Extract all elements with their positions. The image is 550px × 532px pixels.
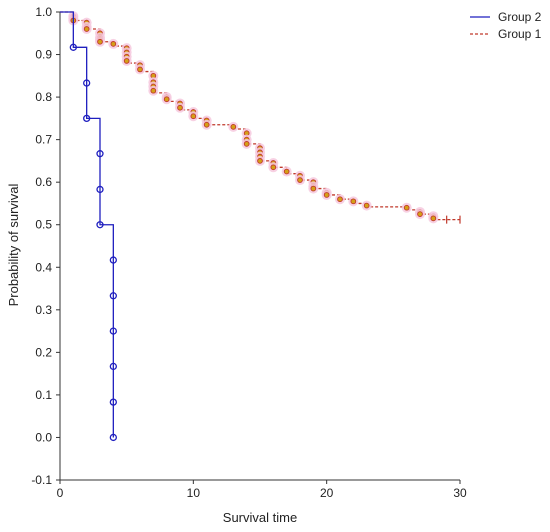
data-point xyxy=(283,168,290,175)
data-point xyxy=(109,362,117,371)
data-point xyxy=(350,198,357,205)
y-tick-label: 1.0 xyxy=(35,5,52,19)
data-point xyxy=(110,41,117,47)
y-tick-label: 0.9 xyxy=(35,48,52,62)
data-point xyxy=(363,202,370,209)
data-point xyxy=(83,26,90,32)
x-tick-label: 30 xyxy=(453,486,467,500)
y-tick-label: 0.7 xyxy=(35,133,52,147)
data-point xyxy=(230,124,237,130)
data-point xyxy=(69,43,77,51)
data-point xyxy=(337,196,343,203)
data-point xyxy=(177,104,183,111)
data-point xyxy=(257,158,263,164)
data-point xyxy=(403,204,410,211)
data-point xyxy=(109,292,117,300)
data-point xyxy=(96,221,104,229)
data-point xyxy=(109,327,117,335)
data-point xyxy=(109,256,117,264)
y-tick-label: 0.1 xyxy=(35,388,52,402)
data-point xyxy=(270,164,277,171)
data-point xyxy=(123,58,130,64)
data-point xyxy=(109,398,117,406)
data-point xyxy=(83,79,91,87)
y-tick-label: 0.0 xyxy=(35,430,52,444)
x-axis-title: Survival time xyxy=(223,510,297,525)
legend-label: Group 2 xyxy=(498,10,542,24)
legend-label: Group 1 xyxy=(498,27,542,41)
data-point xyxy=(83,114,91,123)
series-group-2 xyxy=(60,11,117,442)
series-layer xyxy=(60,11,461,442)
data-point xyxy=(297,177,303,183)
x-tick-label: 20 xyxy=(320,486,334,500)
data-point xyxy=(323,192,330,198)
x-tick-label: 0 xyxy=(57,486,64,500)
data-point xyxy=(417,211,423,217)
series-line xyxy=(60,11,460,221)
data-point xyxy=(109,433,117,442)
y-axis: -0.1 0.0 0.1 0.2 0.3 0.4 0.5 0.6 0.7 0.8 0.9 1.0 xyxy=(31,5,60,487)
y-tick-label: -0.1 xyxy=(31,473,52,487)
data-point xyxy=(150,87,157,94)
data-point xyxy=(96,185,104,194)
series-line xyxy=(60,11,114,438)
y-tick-label: 0.6 xyxy=(35,175,52,189)
x-axis: 0 10 20 30 xyxy=(57,480,467,500)
data-point xyxy=(190,113,197,120)
y-tick-label: 0.5 xyxy=(35,218,52,232)
data-point xyxy=(430,215,437,222)
plot-frame xyxy=(59,12,460,481)
y-tick-label: 0.3 xyxy=(35,303,52,317)
y-tick-label: 0.4 xyxy=(35,260,52,274)
data-point xyxy=(310,185,317,192)
x-tick-label: 10 xyxy=(187,486,201,500)
data-point xyxy=(96,150,104,158)
series-group-1 xyxy=(60,11,461,224)
data-point xyxy=(203,121,210,128)
legend: Group 2 Group 1 xyxy=(470,10,542,41)
y-tick-label: 0.2 xyxy=(35,345,52,359)
data-point xyxy=(137,66,143,73)
data-point xyxy=(243,141,250,147)
data-point xyxy=(97,38,103,45)
y-axis-title: Probability of survival xyxy=(6,183,21,306)
y-tick-label: 0.8 xyxy=(35,90,52,104)
data-point xyxy=(163,96,170,103)
